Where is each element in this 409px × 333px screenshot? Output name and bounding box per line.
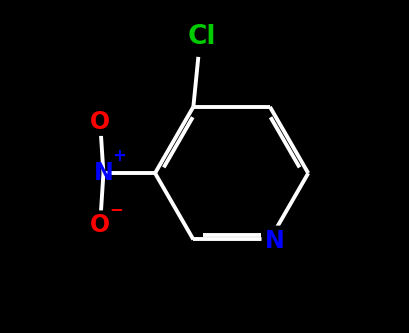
Text: N: N: [93, 161, 113, 185]
Text: −: −: [109, 200, 123, 218]
Text: Cl: Cl: [187, 24, 216, 50]
Text: N: N: [264, 229, 284, 253]
Text: +: +: [112, 147, 126, 165]
Text: O: O: [90, 213, 110, 237]
Text: O: O: [90, 110, 110, 134]
